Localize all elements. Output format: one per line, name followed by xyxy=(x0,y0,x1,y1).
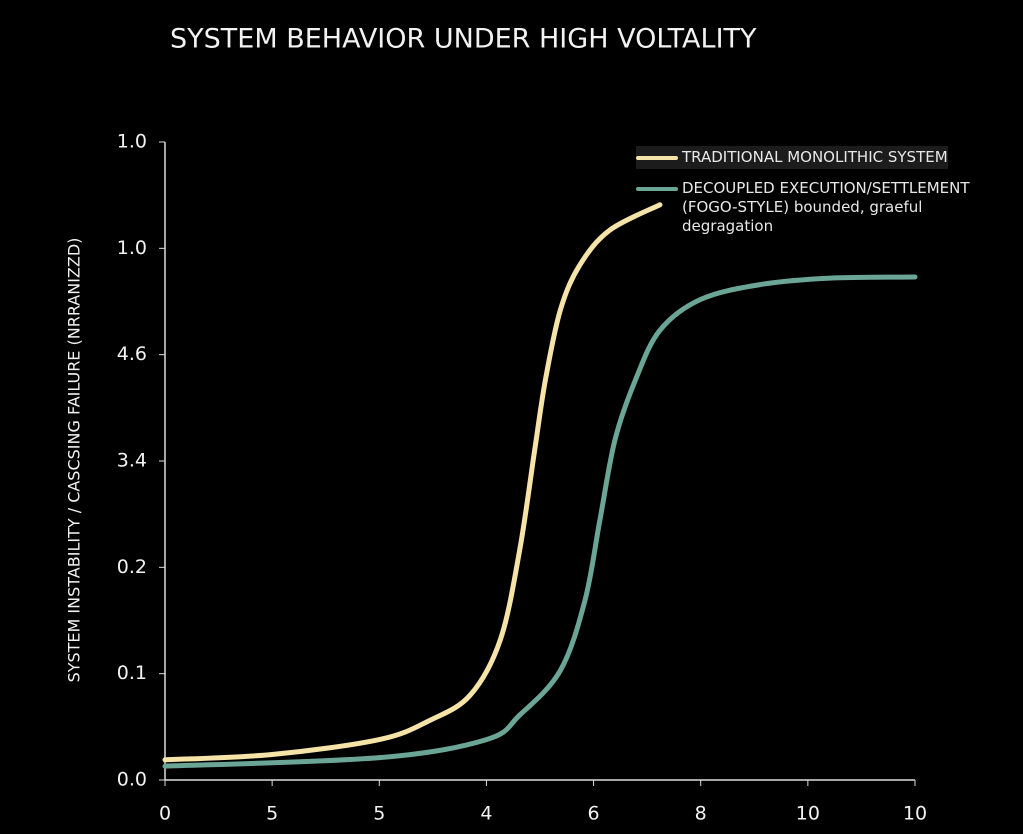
legend-entry: DECOUPLED EXECUTION/SETTLEMENT (FOGO-STY… xyxy=(636,179,1016,236)
legend-swatch xyxy=(636,156,678,160)
legend-label: TRADITIONAL MONOLITHIC SYSTEM xyxy=(682,148,948,166)
y-tick-label: 1.0 xyxy=(117,237,147,259)
y-tick-label: 0.1 xyxy=(117,662,147,684)
x-tick-label: 10 xyxy=(796,803,820,825)
x-tick-label: 10 xyxy=(903,803,927,825)
series-line xyxy=(162,202,663,763)
y-tick-label: 3.4 xyxy=(117,450,147,472)
series-line xyxy=(162,274,918,769)
legend-swatch xyxy=(636,187,678,191)
legend: TRADITIONAL MONOLITHIC SYSTEM DECOUPLED E… xyxy=(636,146,1016,246)
legend-entry: TRADITIONAL MONOLITHIC SYSTEM xyxy=(636,146,948,169)
y-tick-label: 1.0 xyxy=(117,131,147,153)
x-tick-label: 0 xyxy=(159,803,171,825)
x-tick-label: 5 xyxy=(373,803,385,825)
x-tick-label: 8 xyxy=(695,803,707,825)
y-axis-label: SYSTEM INSTABILITY / CASCSING FAILURE (N… xyxy=(65,238,84,683)
x-tick-label: 5 xyxy=(266,803,278,825)
x-tick-label: 6 xyxy=(588,803,600,825)
chart-title: SYSTEM BEHAVIOR UNDER HIGH VOLTALITY xyxy=(170,24,757,55)
legend-label: DECOUPLED EXECUTION/SETTLEMENT (FOGO-STY… xyxy=(682,179,970,235)
x-tick-label: 4 xyxy=(480,803,492,825)
y-tick-label: 0.0 xyxy=(117,769,147,791)
y-tick-label: 4.6 xyxy=(117,343,147,365)
y-tick-label: 0.2 xyxy=(117,556,147,578)
